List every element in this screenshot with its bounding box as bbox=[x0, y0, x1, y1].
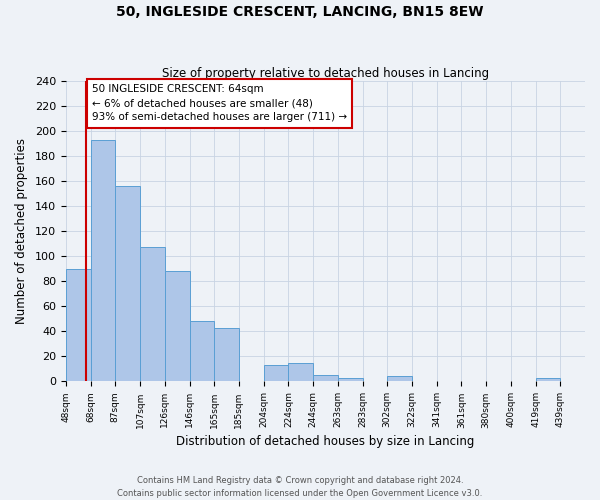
Bar bbox=[91, 140, 115, 382]
Bar bbox=[387, 376, 412, 382]
Text: 50 INGLESIDE CRESCENT: 64sqm
← 6% of detached houses are smaller (48)
93% of sem: 50 INGLESIDE CRESCENT: 64sqm ← 6% of det… bbox=[92, 84, 347, 122]
Bar bbox=[214, 328, 239, 382]
Bar bbox=[165, 271, 190, 382]
Bar bbox=[140, 248, 165, 382]
Text: Contains HM Land Registry data © Crown copyright and database right 2024.
Contai: Contains HM Land Registry data © Crown c… bbox=[118, 476, 482, 498]
Bar bbox=[289, 362, 313, 382]
X-axis label: Distribution of detached houses by size in Lancing: Distribution of detached houses by size … bbox=[176, 434, 475, 448]
Bar bbox=[536, 378, 560, 382]
Text: 50, INGLESIDE CRESCENT, LANCING, BN15 8EW: 50, INGLESIDE CRESCENT, LANCING, BN15 8E… bbox=[116, 5, 484, 19]
Y-axis label: Number of detached properties: Number of detached properties bbox=[15, 138, 28, 324]
Bar bbox=[263, 365, 289, 382]
Bar bbox=[338, 378, 362, 382]
Bar bbox=[115, 186, 140, 382]
Title: Size of property relative to detached houses in Lancing: Size of property relative to detached ho… bbox=[162, 66, 489, 80]
Bar bbox=[313, 375, 338, 382]
Bar bbox=[66, 268, 91, 382]
Bar bbox=[190, 322, 214, 382]
